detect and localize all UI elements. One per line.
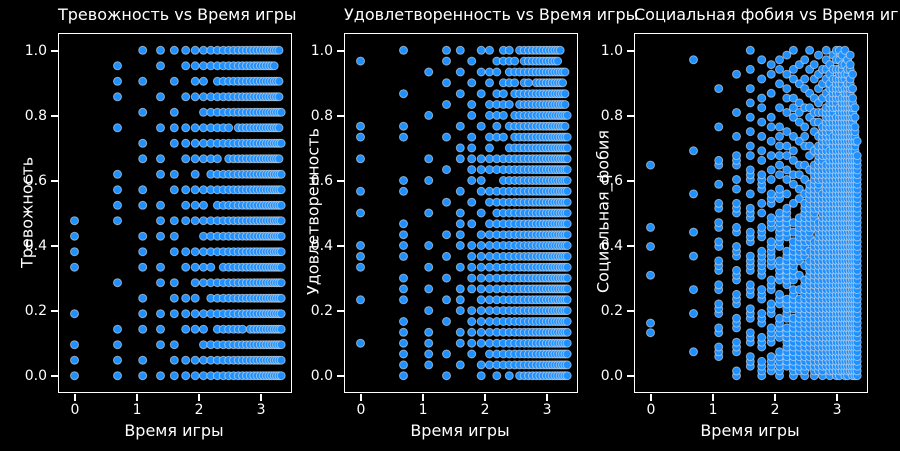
scatter-panel-anxiety: Тревожность vs Время игры Тревожность 0.… [0,0,300,451]
y-tick-label: 0.2 [310,303,333,320]
plot-area [344,33,578,393]
y-tick-label: 0.0 [310,368,333,385]
y-tick-label: 0.4 [310,238,333,255]
x-axis: 0 1 2 3 [634,394,866,420]
y-tick-label: 0.8 [310,107,333,124]
scatter-points [646,45,862,381]
chart-title: Удовлетворенность vs Время игры [344,5,639,24]
x-tick-label: 0 [70,402,80,418]
x-tick-label: 2 [480,402,490,418]
y-tick-label: 0.4 [600,238,623,255]
y-tick-label: 0.0 [24,368,47,385]
y-tick-mark [51,375,58,377]
x-tick-label: 0 [646,402,656,418]
y-tick-mark [51,115,58,117]
y-tick-mark [627,50,634,52]
y-tick-label: 0.6 [600,172,623,189]
chart-title: Тревожность vs Время игры [58,5,297,24]
y-tick-mark [627,115,634,117]
y-tick-label: 0.8 [600,107,623,124]
x-tick-label: 3 [542,402,552,418]
y-tick-label: 0.2 [24,303,47,320]
x-tick-mark [484,394,486,401]
x-tick-label: 2 [194,402,204,418]
x-tick-label: 1 [708,402,718,418]
y-tick-label: 1.0 [24,42,47,59]
x-axis-label: Время игры [700,421,800,440]
y-tick-label: 0.6 [310,172,333,189]
x-axis: 0 1 2 3 [344,394,576,420]
x-tick-mark [422,394,424,401]
y-tick-mark [627,375,634,377]
y-tick-mark [627,310,634,312]
x-tick-label: 1 [132,402,142,418]
y-tick-mark [337,245,344,247]
y-tick-mark [51,245,58,247]
x-tick-mark [74,394,76,401]
y-axis: 0.0 0.2 0.4 0.6 0.8 1.0 [298,33,344,391]
y-tick-label: 1.0 [600,42,623,59]
y-tick-label: 0.0 [600,368,623,385]
plot-area [58,33,292,393]
x-tick-mark [712,394,714,401]
scatter-points [356,45,572,381]
y-tick-mark [337,180,344,182]
y-tick-label: 0.6 [24,172,47,189]
x-tick-label: 1 [418,402,428,418]
y-tick-mark [337,375,344,377]
x-tick-label: 0 [356,402,366,418]
y-tick-label: 0.2 [600,303,623,320]
y-tick-mark [51,310,58,312]
y-tick-mark [337,115,344,117]
x-axis-label: Время игры [410,421,510,440]
y-tick-label: 0.4 [24,238,47,255]
scatter-panel-social-phobia: Социальная фобия vs Время игры Социальна… [594,0,900,451]
y-tick-mark [627,180,634,182]
y-tick-mark [51,180,58,182]
x-tick-mark [650,394,652,401]
x-axis: 0 1 2 3 [58,394,290,420]
y-axis: 0.0 0.2 0.4 0.6 0.8 1.0 [588,33,634,391]
x-tick-mark [198,394,200,401]
x-tick-label: 3 [256,402,266,418]
chart-title: Социальная фобия vs Время игры [634,5,900,24]
scatter-panel-satisfaction: Удовлетворенность vs Время игры Удовлетв… [298,0,639,451]
x-tick-mark [360,394,362,401]
x-tick-mark [774,394,776,401]
y-tick-mark [51,50,58,52]
plot-area [634,33,868,393]
scatter-points [70,45,286,381]
x-axis-label: Время игры [124,421,224,440]
y-tick-mark [627,245,634,247]
y-tick-label: 1.0 [310,42,333,59]
x-tick-label: 3 [832,402,842,418]
y-tick-mark [337,310,344,312]
y-tick-mark [337,50,344,52]
x-tick-mark [836,394,838,401]
x-tick-label: 2 [770,402,780,418]
x-tick-mark [260,394,262,401]
x-tick-mark [546,394,548,401]
x-tick-mark [136,394,138,401]
y-tick-label: 0.8 [24,107,47,124]
y-axis: 0.0 0.2 0.4 0.6 0.8 1.0 [12,33,58,391]
